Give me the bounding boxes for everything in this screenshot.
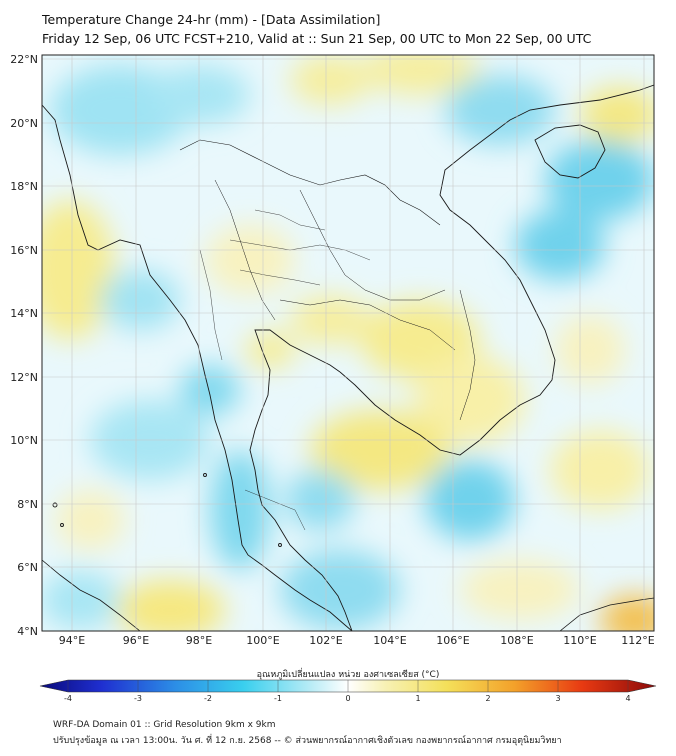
lat-label: 18°N [10, 180, 38, 193]
longitude-labels: 94°E 96°E 98°E 100°E 102°E 104°E 106°E 1… [59, 634, 655, 647]
colorbar-tick-label: -4 [64, 694, 72, 703]
footer-credits: ปรับปรุงข้อมูล ณ เวลา 13:00น. วัน ศ. ที่… [53, 736, 562, 746]
map-frame [41, 54, 655, 632]
lon-label: 94°E [59, 634, 85, 647]
map-figure: 4°N 6°N 8°N 10°N 12°N 14°N 16°N 18°N 20°… [10, 53, 657, 703]
colorbar-tick-label: 2 [485, 694, 490, 703]
colorbar-tick-label: 0 [345, 694, 350, 703]
lon-label: 110°E [563, 634, 596, 647]
lat-label: 22°N [10, 53, 38, 66]
lon-label: 96°E [123, 634, 149, 647]
lon-label: 100°E [246, 634, 279, 647]
lat-label: 12°N [10, 371, 38, 384]
colorbar-tick-label: 4 [625, 694, 630, 703]
lon-label: 104°E [373, 634, 406, 647]
latitude-labels: 4°N 6°N 8°N 10°N 12°N 14°N 16°N 18°N 20°… [10, 53, 38, 638]
lat-label: 8°N [17, 498, 38, 511]
lon-label: 108°E [500, 634, 533, 647]
lat-label: 20°N [10, 117, 38, 130]
colorbar-tick-label: -2 [204, 694, 212, 703]
graticule [42, 55, 654, 631]
colorbar-tick-label: 1 [415, 694, 420, 703]
colorbar-tick-label: -1 [274, 694, 282, 703]
lat-label: 4°N [17, 625, 38, 638]
lon-label: 102°E [309, 634, 342, 647]
lon-label: 112°E [621, 634, 654, 647]
lon-label: 106°E [436, 634, 469, 647]
lat-label: 10°N [10, 434, 38, 447]
colorbar-tick-label: 3 [555, 694, 560, 703]
colorbar-tick-label: -3 [134, 694, 142, 703]
map-subtitle: Friday 12 Sep, 06 UTC FCST+210, Valid at… [42, 31, 592, 46]
map-title: Temperature Change 24-hr (mm) - [Data As… [42, 12, 381, 27]
temperature-field [42, 55, 654, 631]
colorbar-labels: -4 -3 -2 -1 0 1 2 3 4 [64, 694, 631, 703]
colorbar-ticks [67, 680, 629, 692]
lat-label: 14°N [10, 307, 38, 320]
lat-label: 6°N [17, 561, 38, 574]
colorbar-title: อุณหภูมิเปลี่ยนแปลง หน่วย องศาเซลเซียส (… [257, 667, 440, 680]
lon-label: 98°E [186, 634, 212, 647]
footer-model-info: WRF-DA Domain 01 :: Grid Resolution 9km … [53, 720, 276, 730]
lat-label: 16°N [10, 244, 38, 257]
